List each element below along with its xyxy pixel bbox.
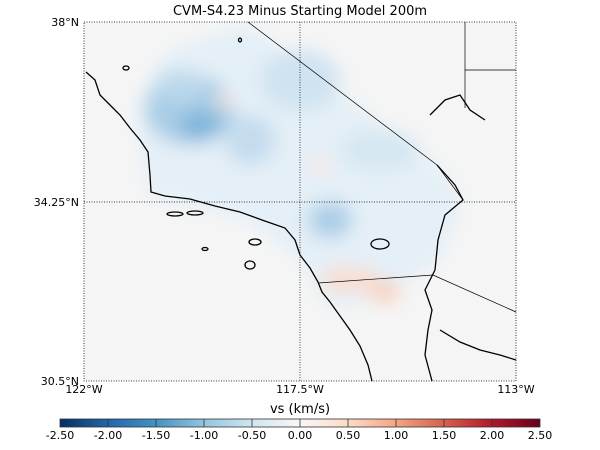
lat-label-mid: 34.25°N [33,196,79,209]
colorbar-tick-label: 2.00 [479,429,505,442]
colorbar-dividers [107,419,493,427]
map-frame [83,21,517,382]
colorbar-tick-label: 1.50 [431,429,457,442]
colorbar-tick-label: -0.50 [237,429,267,442]
graticule [84,22,516,381]
colorbar-label: vs (km/s) [269,402,331,417]
lon-label-mid: 117.5°W [276,383,324,396]
lat-label-south: 30.5°N [40,375,79,388]
colorbar-tick-label: -2.00 [93,429,123,442]
colorbar-tick-label: 2.50 [527,429,553,442]
map-title: CVM-S4.23 Minus Starting Model 200m [172,4,428,19]
coastline [85,37,517,382]
lon-label-west: 122°W [65,383,103,396]
colorbar-tick-label: -2.50 [45,429,75,442]
lon-label-east: 113°W [497,383,535,396]
colorbar-tick-label: 0.00 [287,429,313,442]
lat-label-north: 38°N [51,16,79,29]
colorbar-tick-label: -1.00 [189,429,219,442]
colorbar-tick-label: -1.50 [141,429,171,442]
colorbar-tick-label: 0.50 [335,429,361,442]
colorbar-tick-label: 1.00 [383,429,409,442]
